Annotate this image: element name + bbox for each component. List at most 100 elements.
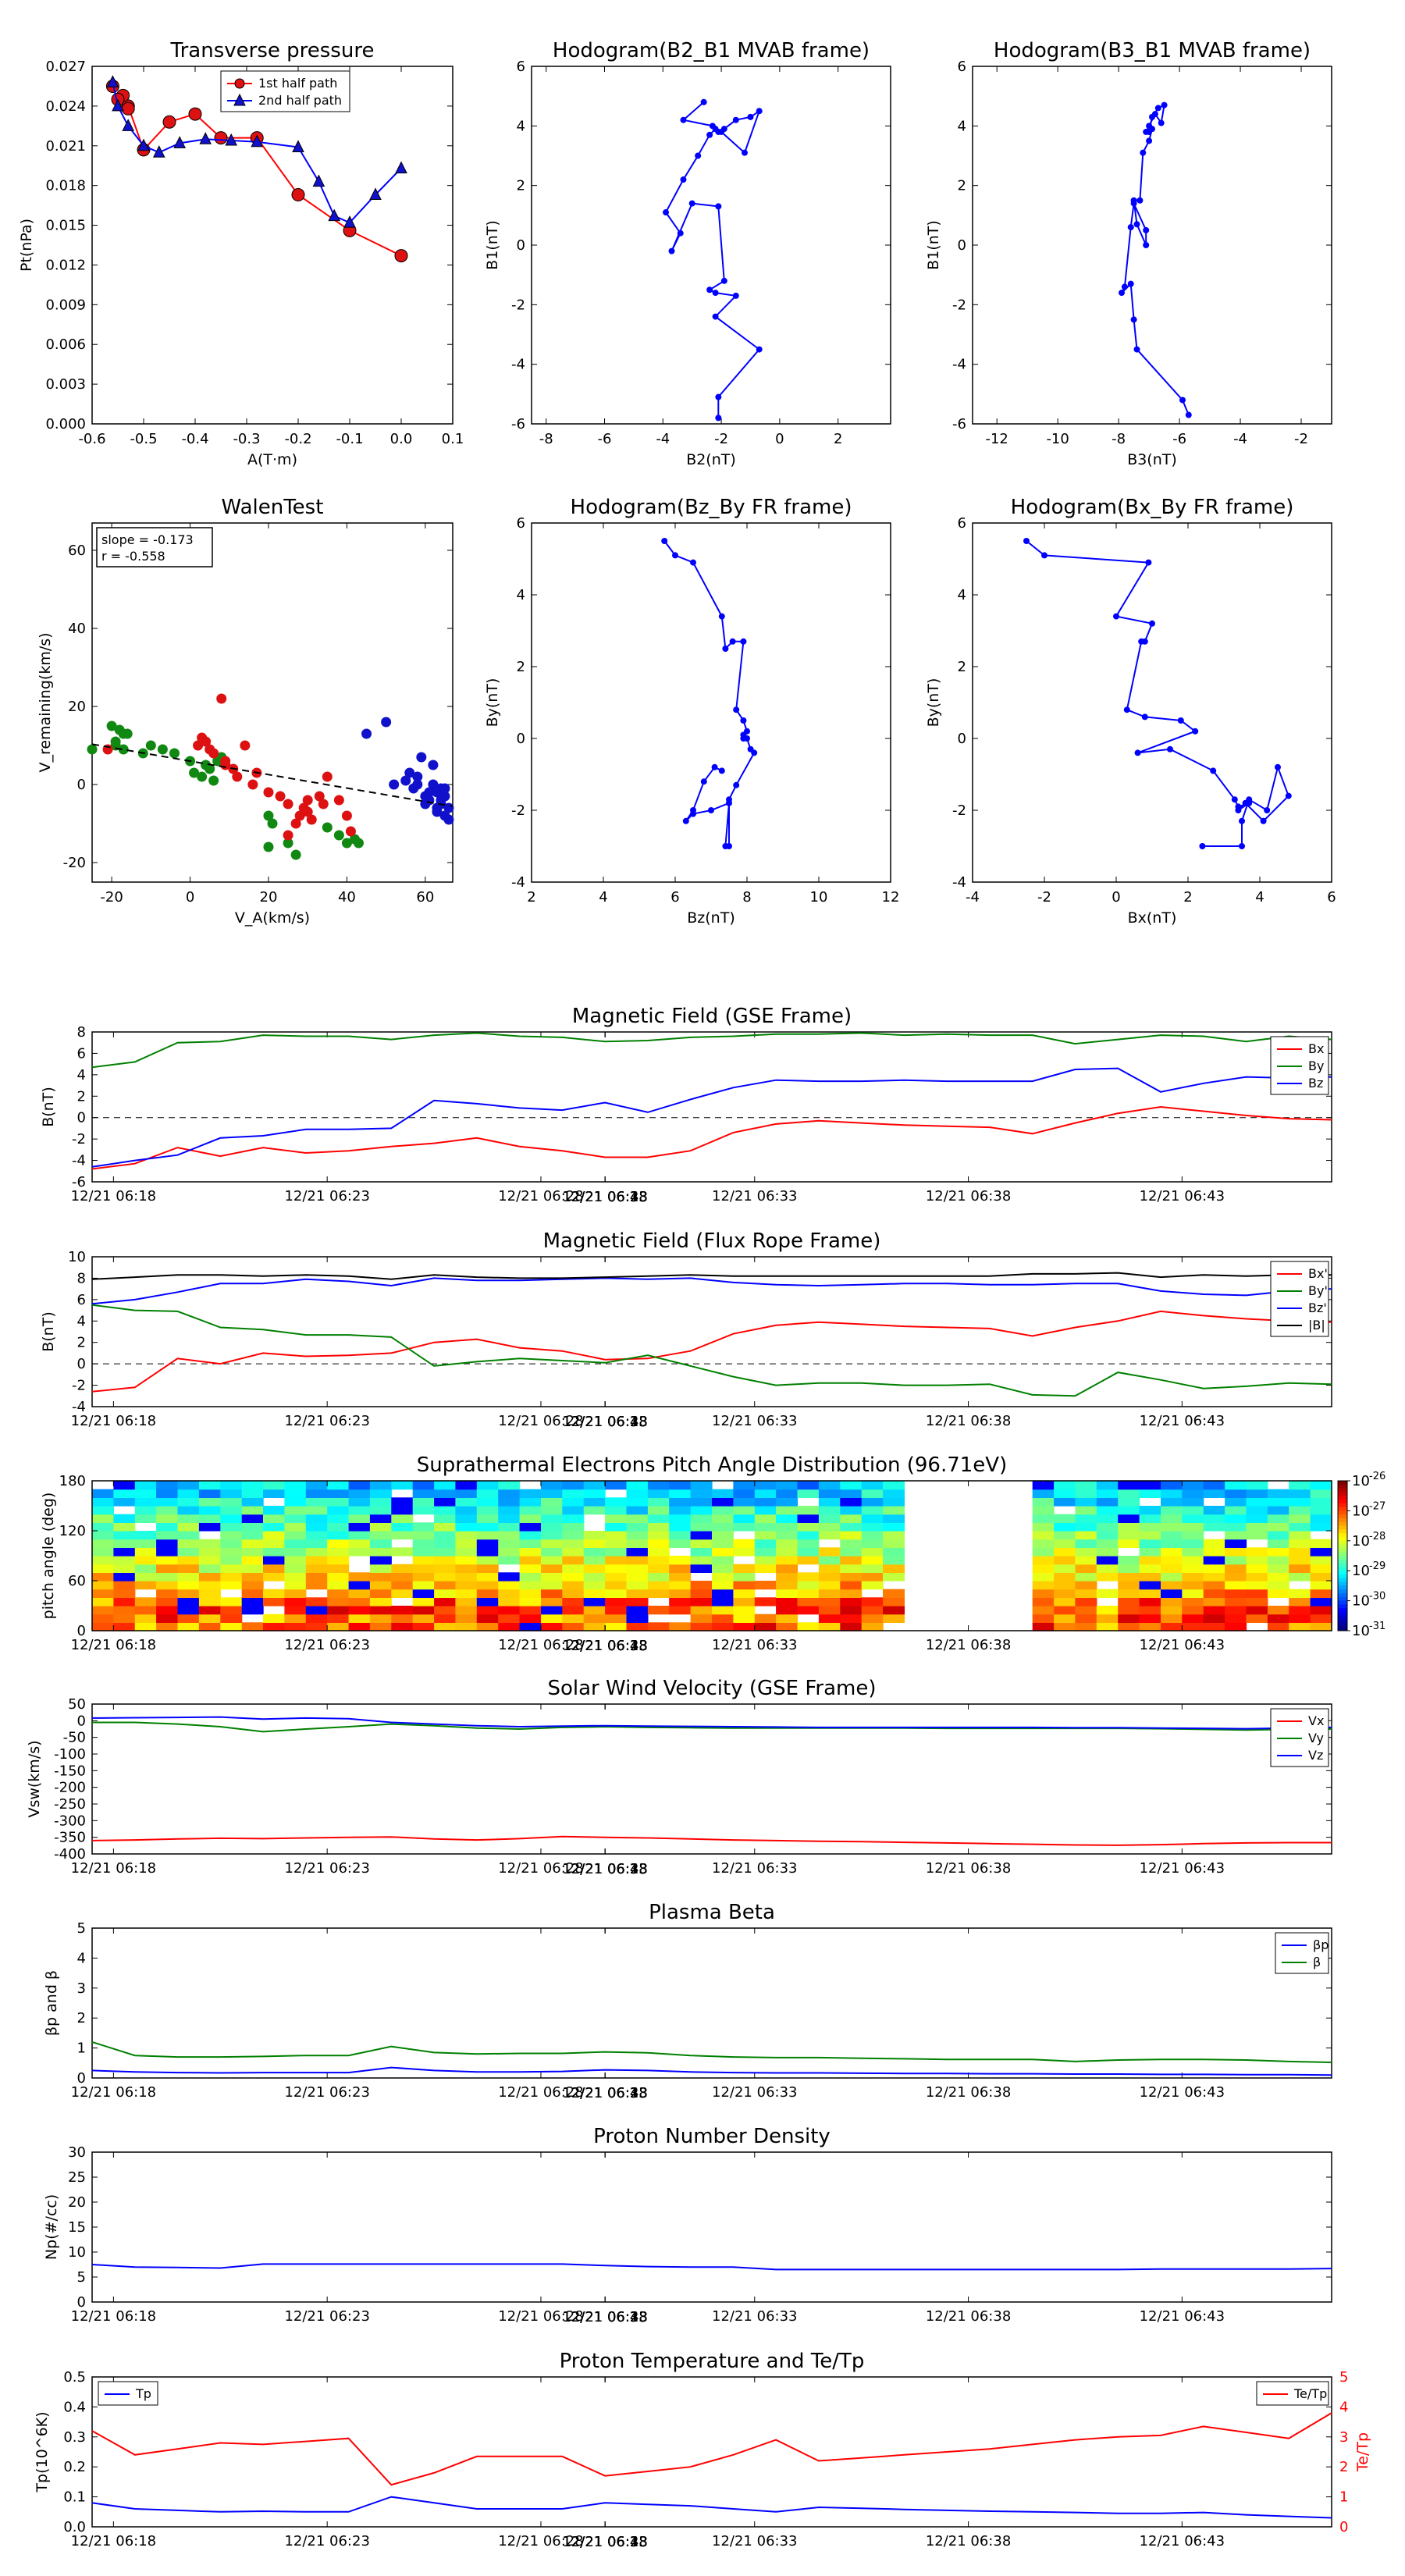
heatmap-cell xyxy=(690,1581,713,1590)
colorbar-frame xyxy=(1337,1480,1348,1631)
plot-frame xyxy=(91,66,454,425)
heatmap-cell xyxy=(198,1556,221,1565)
heatmap-cell xyxy=(861,1489,884,1498)
heatmap-cell xyxy=(327,1531,350,1540)
heatmap-cell xyxy=(198,1581,221,1590)
heatmap-cell xyxy=(690,1564,713,1573)
x-tick-label: 12/21 06:18 xyxy=(562,1638,647,1654)
heatmap-cell xyxy=(1289,1572,1311,1582)
data-point xyxy=(720,277,727,284)
heatmap-cell xyxy=(1096,1497,1119,1507)
heatmap-cell xyxy=(1096,1564,1119,1573)
heatmap-cell xyxy=(1161,1481,1183,1490)
heatmap-cell xyxy=(241,1481,264,1490)
heatmap-cell xyxy=(476,1481,499,1490)
y-tick-label: 120 xyxy=(59,1523,86,1539)
y-tick-label: 0.3 xyxy=(63,2429,86,2446)
heatmap-cell xyxy=(305,1606,328,1615)
heatmap-cell xyxy=(1139,1572,1161,1582)
heatmap-cell xyxy=(412,1622,435,1631)
x-tick-label: 12/21 06:33 xyxy=(712,1860,797,1877)
x-tick-label: 0 xyxy=(186,889,194,906)
heatmap-cell xyxy=(113,1606,136,1615)
y-tick-label: -300 xyxy=(54,1813,86,1829)
heatmap-cell xyxy=(391,1514,414,1523)
heatmap-cell xyxy=(1246,1614,1268,1623)
heatmap-cell xyxy=(220,1522,243,1532)
colorbar-segment xyxy=(1338,1544,1347,1549)
heatmap-cell xyxy=(1182,1597,1204,1606)
heatmap-cell xyxy=(391,1506,414,1515)
heatmap-cell xyxy=(1032,1539,1055,1548)
heatmap-cell xyxy=(327,1556,350,1565)
data-point xyxy=(1179,397,1186,404)
x-tick-label: 12 xyxy=(882,889,900,906)
x-tick-label: 12/21 06:28 xyxy=(498,1413,583,1429)
scatter-point xyxy=(232,771,243,782)
x-tick-label: 12/21 06:33 xyxy=(562,2309,647,2325)
data-point xyxy=(234,78,245,89)
heatmap-cell xyxy=(284,1564,307,1573)
heatmap-cell xyxy=(1096,1514,1119,1523)
y-tick-label: 8 xyxy=(77,1024,86,1041)
heatmap-cell xyxy=(883,1606,905,1615)
heatmap-cell xyxy=(391,1606,414,1615)
heatmap-cell xyxy=(797,1589,820,1598)
x-tick-label: 12/21 06:23 xyxy=(284,1413,369,1429)
data-point xyxy=(137,138,150,151)
heatmap-cell xyxy=(605,1497,628,1507)
y-tick-label: 2 xyxy=(517,659,525,675)
y-axis-label: pitch angle (deg) xyxy=(40,1493,57,1620)
heatmap-cell xyxy=(476,1597,499,1606)
heatmap-cell xyxy=(519,1589,542,1598)
heatmap-cell xyxy=(1203,1556,1225,1565)
heatmap-cell xyxy=(92,1489,114,1498)
heatmap-cell xyxy=(776,1506,799,1515)
x-tick-label: 12/21 06:18 xyxy=(562,2309,647,2325)
heatmap-cell xyxy=(1267,1547,1289,1557)
heatmap-cell xyxy=(1182,1547,1204,1557)
heatmap-cell xyxy=(434,1489,457,1498)
y-tick-label: -4 xyxy=(511,874,525,891)
heatmap-cell xyxy=(712,1531,734,1540)
heatmap-cell xyxy=(113,1581,136,1590)
heatmap-cell xyxy=(1096,1589,1119,1598)
data-point xyxy=(751,749,758,756)
heatmap-cell xyxy=(348,1506,371,1515)
y-tick-label: -50 xyxy=(63,1730,86,1746)
heatmap-cell xyxy=(647,1514,670,1523)
scatter-point xyxy=(110,736,121,747)
heatmap-cell xyxy=(690,1547,713,1557)
heatmap-cell xyxy=(797,1506,820,1515)
colorbar-segment xyxy=(1338,1574,1347,1579)
data-point xyxy=(369,187,382,201)
heatmap-cell xyxy=(198,1489,221,1498)
heatmap-cell xyxy=(241,1589,264,1598)
scatter-point xyxy=(428,779,439,790)
heatmap-cell xyxy=(1161,1581,1183,1590)
heatmap-cell xyxy=(583,1622,606,1631)
data-point xyxy=(121,101,135,116)
colorbar-segment xyxy=(1338,1496,1347,1500)
scatter-point xyxy=(122,728,133,739)
heatmap-cell xyxy=(562,1531,585,1540)
heatmap-cell xyxy=(541,1514,563,1523)
colorbar-exponent: -29 xyxy=(1369,1560,1385,1572)
heatmap-cell xyxy=(712,1572,734,1582)
x-tick-label: 0 xyxy=(775,431,784,447)
heatmap-cell xyxy=(1310,1497,1332,1507)
heatmap-cell xyxy=(883,1497,905,1507)
heatmap-cell xyxy=(1096,1572,1119,1582)
plot-frame xyxy=(91,1256,1332,1407)
heatmap-cell xyxy=(1054,1606,1076,1615)
x-tick-label: -6 xyxy=(598,431,612,447)
heatmap-cell xyxy=(92,1572,114,1582)
y-tick-label: 0.021 xyxy=(45,138,86,155)
heatmap-cell xyxy=(754,1531,777,1540)
heatmap-cell xyxy=(1032,1506,1055,1515)
data-point xyxy=(709,123,716,130)
heatmap-cell xyxy=(519,1547,542,1557)
plot-frame xyxy=(972,522,1332,883)
heatmap-cell xyxy=(434,1597,457,1606)
y-tick-label: 6 xyxy=(958,59,966,75)
